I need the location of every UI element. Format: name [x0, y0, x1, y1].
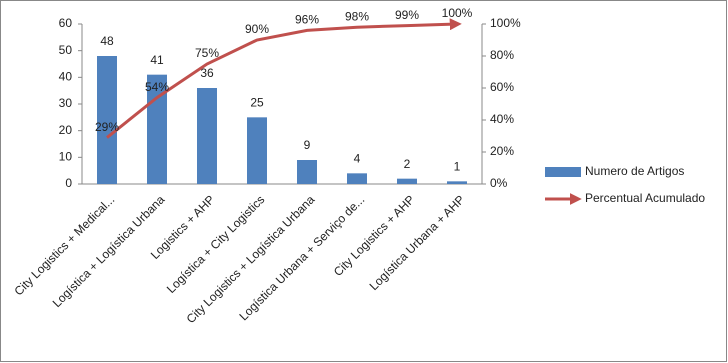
legend-swatch — [545, 167, 581, 177]
line-value-label: 75% — [195, 46, 219, 60]
bar-value-label: 25 — [250, 96, 264, 110]
bar-value-label: 9 — [304, 138, 311, 152]
y-tick-label: 20 — [59, 123, 73, 137]
bar — [197, 88, 217, 184]
y2-tick-label: 40% — [490, 112, 514, 126]
bar — [347, 173, 367, 184]
line — [106, 18, 462, 139]
y-tick-label: 40 — [59, 70, 73, 84]
y-tick-label: 0 — [65, 176, 72, 190]
line-value-label: 98% — [345, 9, 369, 23]
y2-tick-label: 20% — [490, 144, 514, 158]
y-tick-label: 30 — [59, 96, 73, 110]
bar-value-label: 48 — [100, 34, 114, 48]
y2-tick-label: 100% — [490, 16, 521, 30]
line-value-label: 96% — [295, 13, 319, 27]
legend-label: Percentual Acumulado — [585, 191, 705, 205]
line-value-label: 54% — [145, 80, 169, 94]
y-tick-label: 60 — [59, 16, 73, 30]
bar-value-label: 36 — [200, 66, 214, 80]
y2-tick-label: 80% — [490, 48, 514, 62]
bar — [447, 181, 467, 184]
bar — [397, 178, 417, 184]
y2-tick-label: 0% — [490, 176, 508, 190]
y-tick-label: 10 — [59, 150, 73, 164]
bar — [297, 160, 317, 184]
bar — [97, 56, 117, 184]
line-value-label: 90% — [245, 22, 269, 36]
bar-value-label: 4 — [354, 152, 361, 166]
bar-value-label: 41 — [150, 53, 164, 67]
bar — [247, 117, 267, 184]
line-value-label: 99% — [395, 8, 419, 22]
bar-value-label: 2 — [404, 157, 411, 171]
y2-tick-label: 60% — [490, 80, 514, 94]
line-value-label: 100% — [442, 6, 473, 20]
line-value-label: 29% — [95, 120, 119, 134]
legend-label: Numero de Artigos — [585, 164, 684, 178]
bar-value-label: 1 — [454, 160, 461, 174]
y-tick-label: 50 — [59, 43, 73, 57]
